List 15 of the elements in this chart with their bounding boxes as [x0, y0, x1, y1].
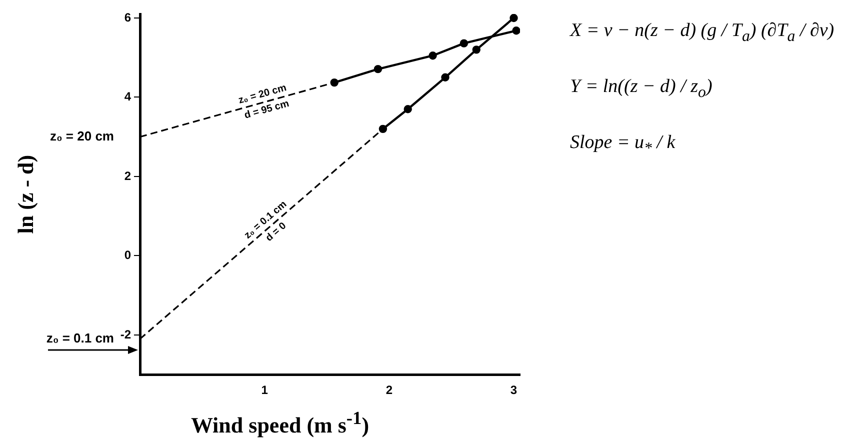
y-tick-label: 4 [124, 90, 132, 104]
y-tick-label: 6 [124, 10, 132, 24]
text: X = v − n(z − d) (g / T$_{a}$) (∂T$_{a}$ / ∂v) [570, 20, 836, 46]
annotation: z₀ = 0.1 cm [46, 330, 114, 346]
text: Y = ln((z − d) / z$_{o}$) [570, 76, 714, 102]
y-tick-label: 2 [124, 168, 132, 183]
text: Slope = u$_{*}$ / k [570, 132, 676, 158]
y-tick-label: -2 [120, 327, 132, 342]
x-axis-title: Wind speed (m s$^{-1}$) [190, 408, 370, 438]
y-axis-title: ln (z - d) [12, 154, 38, 234]
x-tick-label: 3 [510, 383, 518, 398]
annotation: z₀ = 20 cm [50, 128, 114, 144]
x-tick-label: 1 [261, 383, 268, 398]
y-tick-label: 0 [124, 248, 132, 262]
x-tick-label: 2 [386, 383, 393, 398]
